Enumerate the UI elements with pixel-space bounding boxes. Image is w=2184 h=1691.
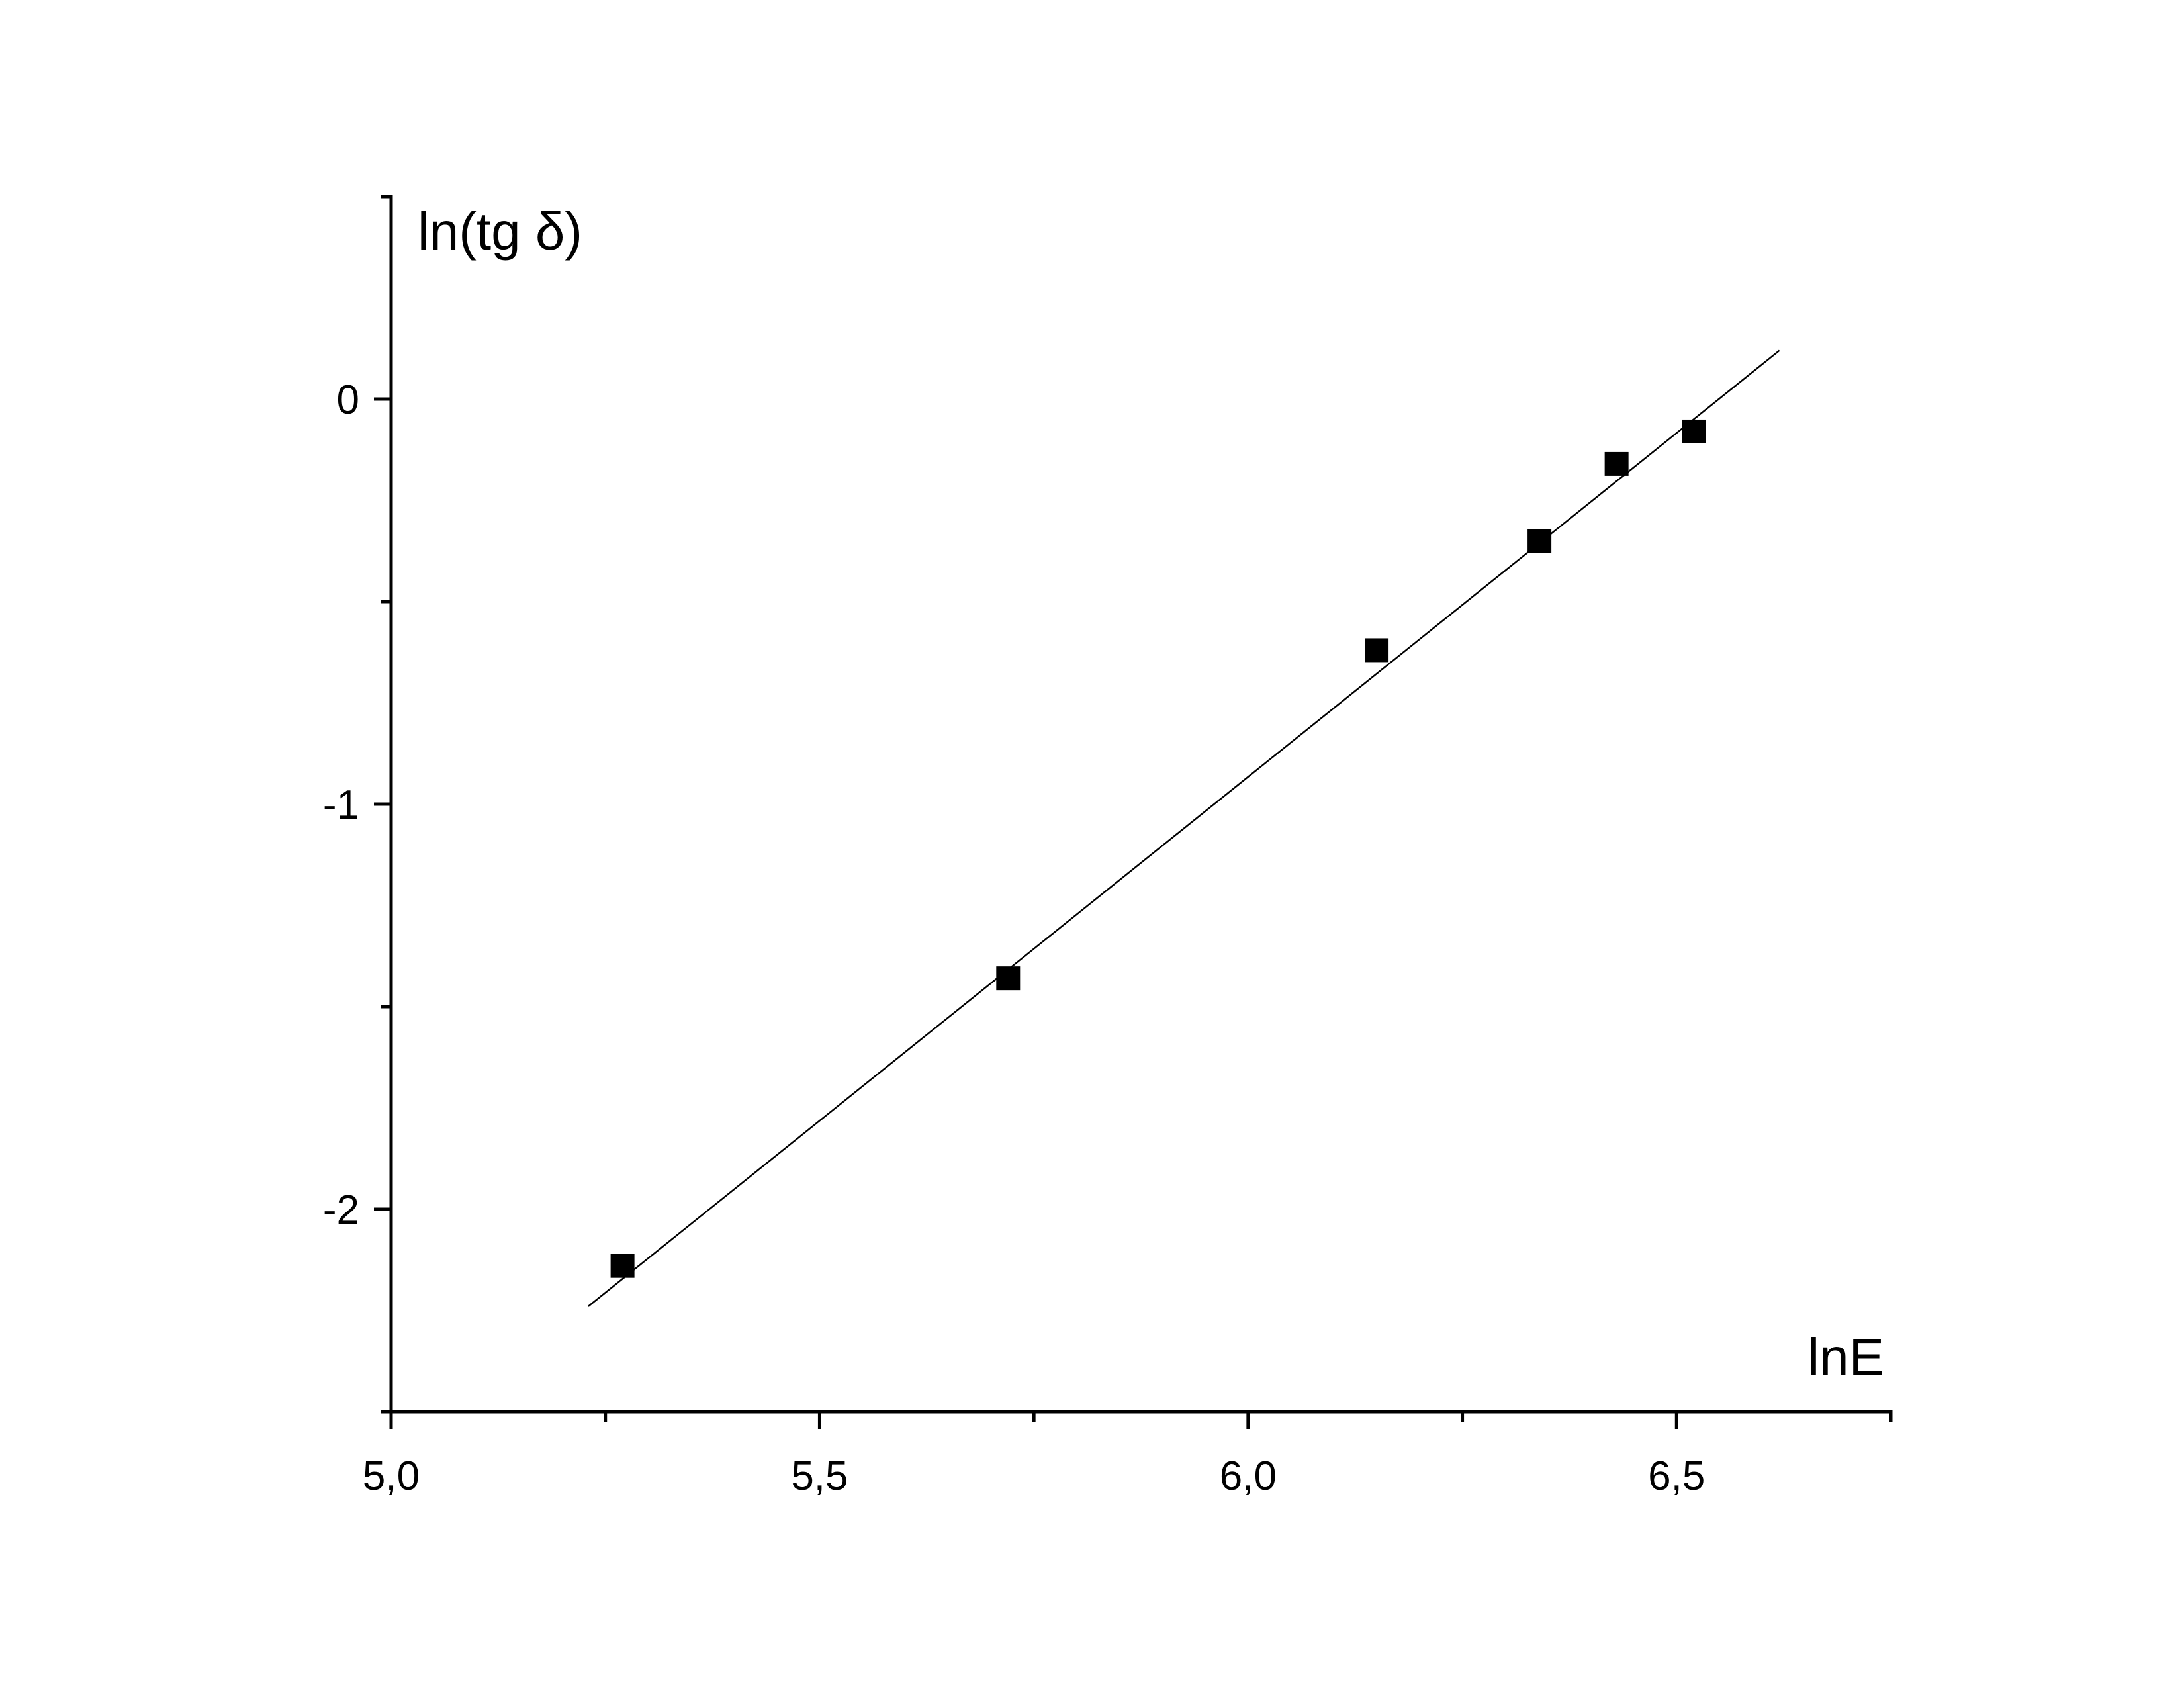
- y-tick-label: -1: [323, 782, 359, 828]
- data-point: [1365, 638, 1389, 663]
- fit-line-group: [588, 349, 1780, 1307]
- axes: 5,0 5,5 6,0 6,5 0 -1 -2: [323, 195, 1893, 1499]
- data-point: [996, 966, 1021, 991]
- x-tick-label: 6,0: [1220, 1453, 1277, 1499]
- x-axis-title: lnE: [1807, 1328, 1884, 1387]
- x-tick-label: 5,0: [363, 1453, 420, 1499]
- y-axis-title: ln(tg δ): [418, 202, 582, 261]
- data-points: [610, 419, 1706, 1278]
- y-tick-label: -2: [323, 1187, 359, 1233]
- data-point: [1682, 419, 1706, 443]
- data-point: [1604, 451, 1629, 476]
- x-tick-label: 6,5: [1648, 1453, 1705, 1499]
- data-point: [610, 1254, 635, 1278]
- data-point: [1527, 529, 1552, 553]
- y-tick-label: 0: [337, 377, 359, 423]
- fit-line: [588, 349, 1780, 1307]
- x-tick-label: 5,5: [791, 1453, 848, 1499]
